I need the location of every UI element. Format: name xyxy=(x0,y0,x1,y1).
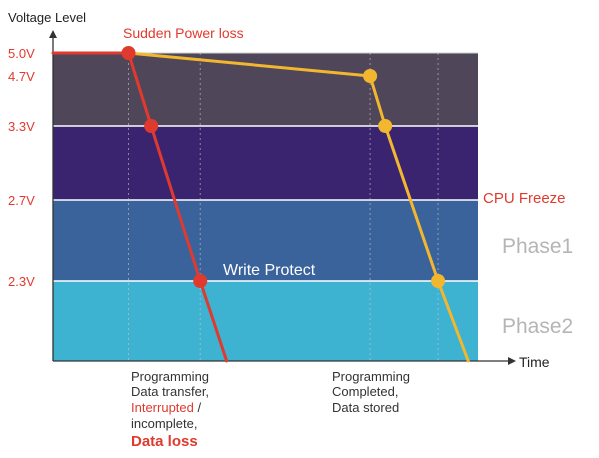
voltage-bands xyxy=(53,53,478,361)
phase2-label: Phase2 xyxy=(502,315,573,338)
series-0-point-0 xyxy=(121,46,136,60)
cpu-freeze-label: CPU Freeze xyxy=(483,190,566,207)
y-tick-4: 2.3V xyxy=(8,274,35,289)
band-2 xyxy=(53,200,478,281)
right-note-line1: Programming xyxy=(332,369,410,384)
right-note-line3: Data stored xyxy=(332,400,399,415)
band-0 xyxy=(53,53,478,126)
series-0-point-2 xyxy=(193,274,208,288)
y-tick-labels: 5.0V 4.7V 3.3V 2.7V 2.3V xyxy=(8,46,35,289)
left-note-line5: Data loss xyxy=(131,433,198,450)
right-annotation: Programming Completed, Data stored xyxy=(332,369,410,415)
left-note-line3: Interrupted / xyxy=(131,400,201,415)
series-1-point-0 xyxy=(363,69,378,83)
y-tick-3: 2.7V xyxy=(8,193,35,208)
interrupted-word: Interrupted xyxy=(131,400,194,415)
right-note-line2: Completed, xyxy=(332,384,398,399)
write-protect-label: Write Protect xyxy=(223,262,316,279)
x-axis-title: Time xyxy=(519,354,550,370)
left-note-line1: Programming xyxy=(131,369,209,384)
series-1-point-2 xyxy=(431,274,446,288)
grid-lines xyxy=(53,52,478,361)
interrupted-suffix: / xyxy=(194,400,202,415)
left-note-line4: incomplete, xyxy=(131,416,197,431)
band-3 xyxy=(53,281,478,361)
y-tick-0: 5.0V xyxy=(8,46,35,61)
series-1-point-1 xyxy=(378,119,393,133)
series xyxy=(51,46,470,363)
series-0-point-1 xyxy=(144,119,159,133)
y-axis-title: Voltage Level xyxy=(8,10,86,25)
left-note-line2: Data transfer, xyxy=(131,384,209,399)
x-axis-arrow xyxy=(508,357,516,365)
band-1 xyxy=(53,126,478,200)
phase1-label: Phase1 xyxy=(502,235,573,258)
y-tick-1: 4.7V xyxy=(8,69,35,84)
axes xyxy=(49,30,516,365)
left-annotation: Programming Data transfer, Interrupted /… xyxy=(131,369,209,450)
y-axis-arrow xyxy=(49,30,57,38)
y-tick-2: 3.3V xyxy=(8,119,35,134)
sudden-power-loss-label: Sudden Power loss xyxy=(123,25,244,41)
